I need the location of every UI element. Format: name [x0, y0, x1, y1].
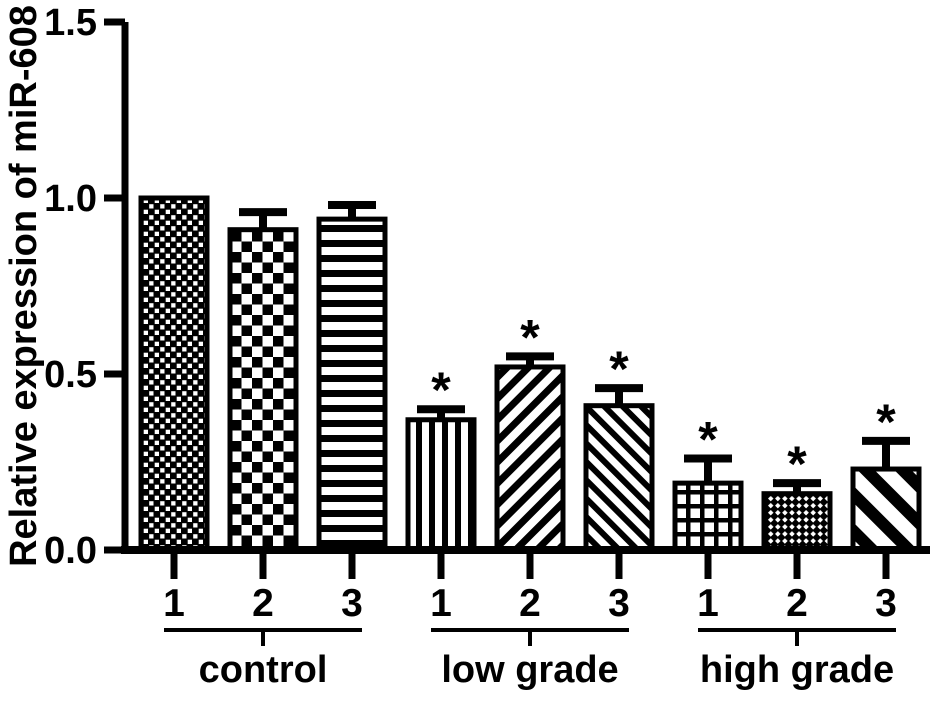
significance-asterisk: * [431, 362, 451, 418]
significance-asterisk: * [609, 341, 629, 397]
y-tick-label: 1.0 [44, 178, 97, 220]
significance-asterisk: * [876, 394, 896, 450]
bar-high-grade-3 [850, 466, 922, 553]
bar-low-grade-2 [494, 364, 566, 553]
significance-asterisk: * [520, 309, 540, 365]
sample-number-label: 1 [697, 582, 719, 625]
sample-number-label: 2 [519, 582, 541, 625]
sample-number-label: 3 [341, 582, 363, 625]
sample-number-label: 2 [252, 582, 274, 625]
sample-number-label: 1 [163, 582, 185, 625]
bar-control-3 [316, 216, 388, 553]
sample-number-label: 3 [875, 582, 897, 625]
bar-control-2 [227, 227, 299, 553]
significance-asterisk: * [787, 436, 807, 492]
group-label-high-grade: high grade [700, 649, 894, 691]
bar-high-grade-1 [672, 480, 744, 553]
significance-asterisk: * [698, 411, 718, 467]
bar-control-1 [138, 195, 210, 553]
sample-number-label: 3 [608, 582, 630, 625]
y-axis-title: Relative expression of miR-608 [3, 5, 45, 567]
bar-low-grade-1 [405, 417, 477, 553]
y-tick-label: 0.5 [44, 354, 97, 396]
bar-low-grade-3 [583, 403, 655, 553]
sample-number-label: 1 [430, 582, 452, 625]
group-label-low-grade: low grade [441, 649, 618, 691]
bar-high-grade-2 [761, 491, 833, 553]
group-label-control: control [199, 649, 328, 691]
sample-number-label: 2 [786, 582, 808, 625]
y-tick-label: 0.0 [44, 530, 97, 572]
y-tick-label: 1.5 [44, 2, 97, 44]
